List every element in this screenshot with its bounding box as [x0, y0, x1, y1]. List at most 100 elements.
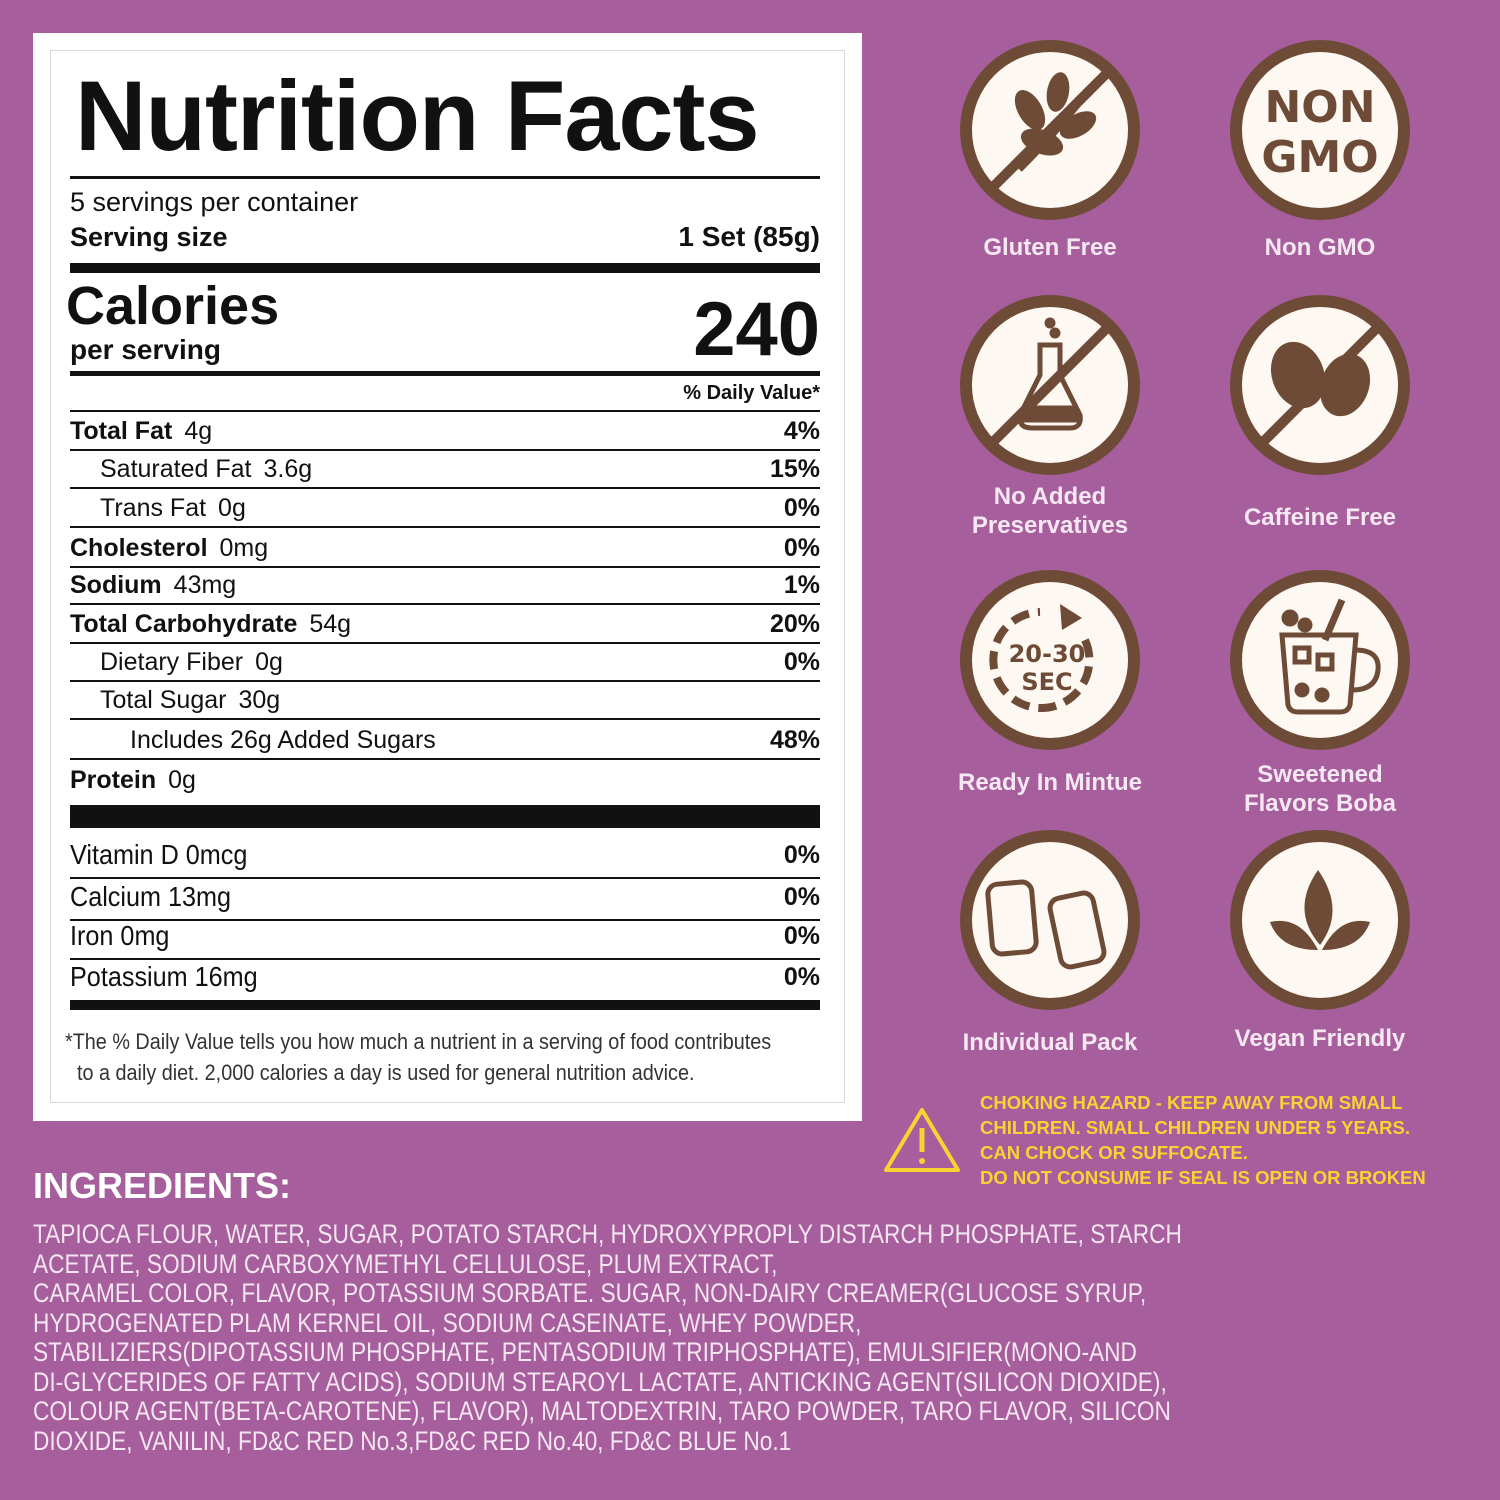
row-rule: [70, 877, 820, 879]
badge-label: Non GMO: [1264, 233, 1376, 261]
vitamin-row: Calcium 13mg 0%: [70, 881, 820, 913]
daily-value: 0%: [783, 841, 820, 869]
nutrient-name: Dietary Fiber 0g: [100, 648, 283, 676]
nutrient-name: Total Sugar 30g: [100, 686, 281, 714]
nutrient-row: Cholesterol 0mg 0%: [70, 532, 820, 564]
nutrient-name: Sodium 43mg: [70, 571, 237, 599]
daily-value: 0%: [783, 963, 820, 991]
daily-value: 4%: [783, 417, 820, 445]
ingredients-line: COLOUR AGENT(BETA-CAROTENE), FLAVOR), MA…: [33, 1396, 1171, 1426]
badge-label: Ready In Mintue: [957, 768, 1143, 796]
per-serving: per serving: [70, 334, 221, 365]
rule: [70, 371, 820, 376]
row-rule: [70, 919, 820, 921]
footnote: to a daily diet. 2,000 calories a day is…: [77, 1060, 695, 1085]
serving-size: 1 Set (85g): [678, 221, 820, 252]
vitamin-name: Calcium 13mg: [70, 881, 232, 912]
ingredients-line: CARAMEL COLOR, FLAVOR, POTASSIUM SORBATE…: [33, 1278, 1147, 1308]
nutrient-amount: 54g: [309, 610, 352, 638]
nutrient-row: Total Sugar 30g: [70, 684, 820, 716]
nutrient-row: Protein 0g: [70, 764, 820, 796]
vitamin-row: Potassium 16mg 0%: [70, 961, 820, 993]
row-rule: [70, 566, 820, 568]
nutrient-row: Dietary Fiber 0g 0%: [70, 646, 820, 678]
nutrient-row: Sodium 43mg 1%: [70, 569, 820, 601]
nutrient-amount: 3.6g: [263, 455, 313, 483]
daily-value: 0%: [783, 534, 820, 562]
nutrient-row: Trans Fat 0g 0%: [70, 492, 820, 524]
nutrient-row: Total Carbohydrate 54g 20%: [70, 608, 820, 640]
row-rule: [70, 526, 820, 528]
badge-label: Vegan Friendly: [1234, 1024, 1406, 1052]
nutrient-name: Total Carbohydrate 54g: [70, 610, 352, 638]
boba-icon: [1279, 598, 1381, 715]
daily-value: 0%: [783, 494, 820, 522]
icon-text: GMO: [1261, 132, 1378, 183]
row-rule: [70, 758, 820, 760]
ingredients-line: STABILIZIERS(DIPOTASSIUM PHOSPHATE, PENT…: [33, 1337, 1137, 1367]
nutrient-amount: 0g: [218, 494, 246, 522]
row-rule: [70, 603, 820, 605]
nutrient-name: Includes 26g Added Sugars: [130, 726, 436, 754]
nutrient-name: Protein 0g: [70, 766, 196, 794]
nutrient-row: Includes 26g Added Sugars 48%: [70, 724, 820, 756]
badge-label: Caffeine Free: [1243, 503, 1397, 531]
daily-value: 0%: [783, 922, 820, 950]
daily-value: 15%: [769, 455, 820, 483]
vitamin-row: Iron 0mg 0%: [70, 920, 820, 952]
badge-label: Gluten Free: [983, 233, 1117, 261]
row-rule: [70, 680, 820, 682]
nutrient-name: Trans Fat 0g: [100, 494, 246, 522]
warning-line: DO NOT CONSUME IF SEAL IS OPEN OR BROKEN: [980, 1167, 1426, 1188]
rule: [70, 176, 820, 179]
calories-label: Calories: [66, 276, 280, 336]
preservative-icon: [986, 317, 1114, 449]
daily-value: 0%: [783, 648, 820, 676]
ingredients-line: ACETATE, SODIUM CARBOXYMETHYL CELLULOSE,…: [33, 1248, 778, 1279]
badge-label: Preservatives: [971, 512, 1129, 539]
ingredients-line: DI-GLYCERIDES OF FATTY ACIDS), SODIUM ST…: [33, 1366, 1167, 1397]
nutrient-amount: 0g: [255, 648, 283, 676]
warning-line: CHOKING HAZARD - KEEP AWAY FROM SMALL: [980, 1092, 1403, 1113]
vitamin-name: Iron 0mg: [70, 920, 170, 951]
vitamin-name: Vitamin D 0mcg: [70, 839, 248, 870]
badge-label: Sweetened: [1257, 761, 1383, 788]
gluten-icon: [986, 66, 1114, 194]
rule: [70, 805, 820, 828]
daily-value: 48%: [769, 726, 820, 754]
label-title: Nutrition Facts: [75, 60, 760, 171]
ingredients-title: INGREDIENTS:: [33, 1165, 292, 1206]
nutrient-amount: 0g: [168, 766, 196, 794]
warning-icon: [884, 1108, 960, 1172]
nutrient-amount: 43mg: [173, 571, 237, 599]
warning-line: CAN CHOCK OR SUFFOCATE.: [980, 1142, 1248, 1163]
caffeine-icon: [1256, 321, 1384, 449]
nutrient-name: Cholesterol 0mg: [70, 534, 269, 562]
gmo-icon: NON GMO: [1261, 82, 1378, 183]
vitamin-name: Potassium 16mg: [70, 961, 258, 992]
nutrient-name: Total Fat 4g: [70, 417, 213, 445]
rule: [70, 1000, 820, 1010]
nutrition-label: Nutrition Facts 5 servings per container…: [33, 33, 862, 1121]
footnote: *The % Daily Value tells you how much a …: [65, 1029, 772, 1054]
vitamin-row: Vitamin D 0mcg 0%: [70, 839, 820, 871]
calories-value: 240: [693, 287, 820, 372]
nutrient-row: Total Fat 4g 4%: [70, 415, 820, 447]
daily-value-header: % Daily Value*: [683, 382, 820, 404]
warning-line: CHILDREN. SMALL CHILDREN UNDER 5 YEARS.: [980, 1117, 1410, 1138]
label-frame: [50, 50, 845, 1103]
icon-text: NON: [1264, 82, 1375, 133]
daily-value: 0%: [783, 883, 820, 911]
servings: 5 servings per container: [70, 187, 359, 217]
pack-icon: [985, 879, 1107, 970]
row-rule: [70, 487, 820, 489]
nutrient-amount: 30g: [238, 686, 281, 714]
row-rule: [70, 642, 820, 644]
nutrient-amount: 4g: [184, 417, 213, 445]
ingredients-line: TAPIOCA FLOUR, WATER, SUGAR, POTATO STAR…: [33, 1219, 1182, 1249]
badge-label: No Added: [993, 483, 1107, 510]
ingredients-body: TAPIOCA FLOUR, WATER, SUGAR, POTATO STAR…: [33, 1219, 1401, 1456]
icon-text: 20-30: [1009, 640, 1086, 668]
ingredients-line: HYDROGENATED PLAM KERNEL OIL, SODIUM CAS…: [33, 1307, 862, 1338]
